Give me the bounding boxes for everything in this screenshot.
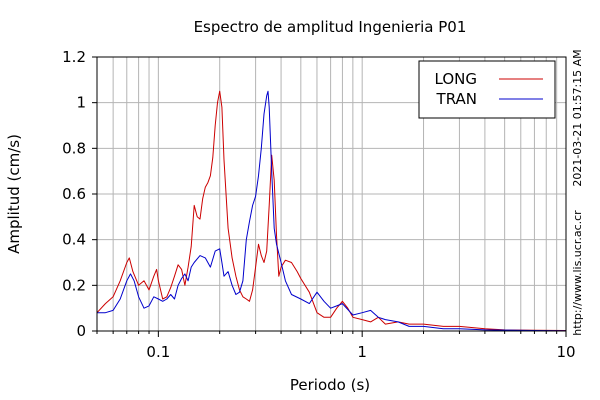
chart-title: Espectro de amplitud Ingenieria P01 — [194, 18, 467, 36]
y-tick-label: 1 — [76, 94, 86, 112]
plot-frame — [96, 56, 567, 332]
y-tick-label: 0.8 — [62, 139, 86, 157]
legend-label-tran: TRAN — [436, 90, 477, 108]
timestamp-label: 2021-03-21 01:57:15 AM — [571, 49, 584, 186]
x-tick-label: 1 — [357, 343, 367, 361]
y-tick-label: 0.4 — [62, 231, 86, 249]
y-tick-label: 0.2 — [62, 276, 86, 294]
url-label: http://www.lis.ucr.ac.cr — [571, 210, 584, 336]
series-line-tran — [97, 90, 567, 332]
y-tick-label: 0.6 — [62, 185, 86, 203]
series-line-long — [96, 90, 567, 331]
x-tick-label: 0.1 — [146, 343, 170, 361]
x-tick-label: 10 — [556, 343, 575, 361]
x-axis-label: Periodo (s) — [290, 376, 370, 394]
y-axis-label: Amplitud (cm/s) — [5, 134, 23, 254]
series-lines — [96, 90, 567, 332]
legend: LONG TRAN — [418, 60, 556, 119]
legend-box — [418, 60, 556, 119]
legend-items: LONG TRAN — [435, 70, 543, 108]
y-tick-label: 1.2 — [62, 48, 86, 66]
y-axis-ticks: 0 0.2 0.4 0.6 0.8 1 1.2 — [62, 48, 97, 340]
x-axis-ticks: 0.1 1 10 — [96, 331, 576, 361]
y-tick-label: 0 — [76, 322, 86, 340]
legend-label-long: LONG — [435, 70, 477, 88]
